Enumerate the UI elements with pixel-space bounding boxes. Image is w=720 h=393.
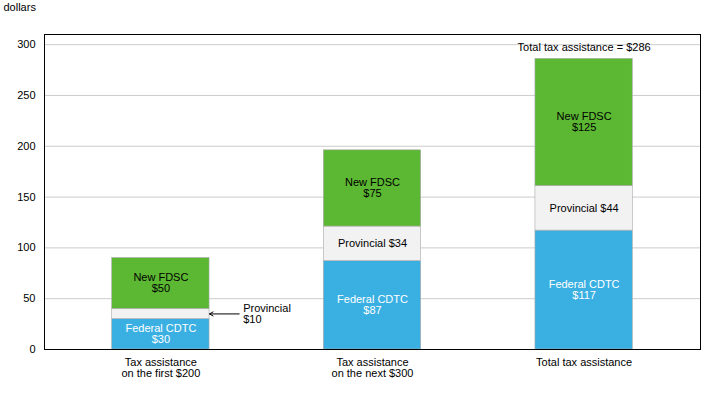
svg-text:Federal CDTC$87: Federal CDTC$87 [337, 293, 408, 316]
svg-text:0: 0 [29, 343, 35, 355]
svg-text:dollars: dollars [4, 1, 37, 13]
svg-text:150: 150 [17, 191, 35, 203]
svg-text:200: 200 [17, 140, 35, 152]
svg-text:Total tax assistance: Total tax assistance [536, 356, 632, 368]
svg-text:Federal CDTC$117: Federal CDTC$117 [549, 278, 620, 301]
svg-text:Tax assistanceon the first $20: Tax assistanceon the first $200 [121, 356, 200, 379]
svg-text:Federal CDTC$30: Federal CDTC$30 [125, 322, 196, 345]
svg-text:Tax assistanceon the next $300: Tax assistanceon the next $300 [332, 356, 414, 379]
svg-text:New FDSC$125: New FDSC$125 [557, 110, 612, 133]
svg-text:Total tax assistance = $286: Total tax assistance = $286 [518, 41, 651, 53]
svg-text:New FDSC$75: New FDSC$75 [345, 176, 400, 199]
svg-text:300: 300 [17, 38, 35, 50]
svg-text:50: 50 [23, 292, 35, 304]
svg-text:250: 250 [17, 89, 35, 101]
svg-text:Provincial $44: Provincial $44 [550, 202, 619, 214]
svg-text:100: 100 [17, 241, 35, 253]
svg-text:Provincial$10: Provincial$10 [243, 302, 291, 325]
svg-text:New FDSC$50: New FDSC$50 [133, 271, 188, 294]
svg-text:Provincial $34: Provincial $34 [338, 237, 407, 249]
